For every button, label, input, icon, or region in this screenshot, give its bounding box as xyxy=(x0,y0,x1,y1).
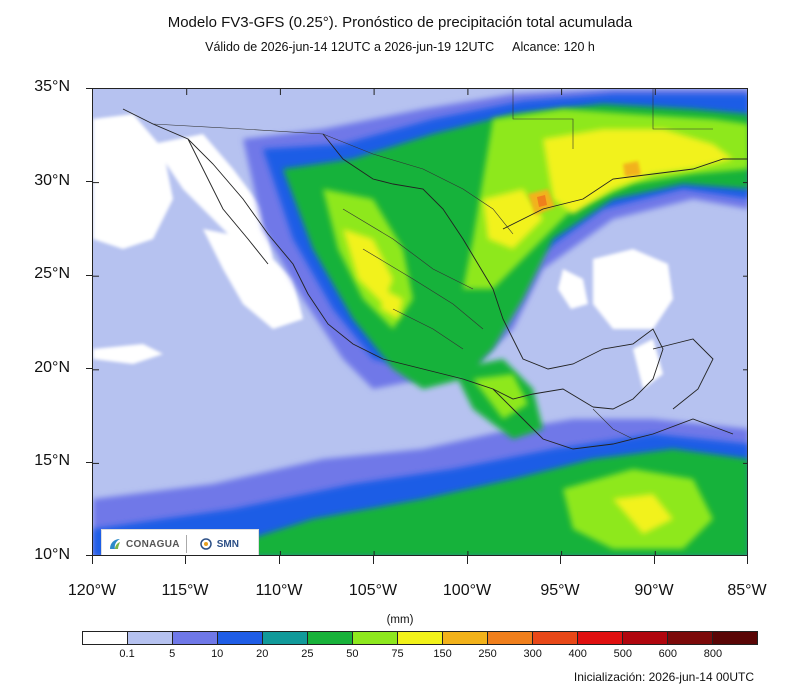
colorbar-swatch xyxy=(578,632,623,644)
tick xyxy=(86,88,92,89)
colorbar-label: 500 xyxy=(613,648,632,660)
lon-label-100w: 100°W xyxy=(442,582,492,599)
coastlines xyxy=(122,108,747,450)
colorbar-label: 300 xyxy=(523,648,542,660)
smn-logo-text: SMN xyxy=(216,538,239,550)
tick xyxy=(86,462,92,463)
colorbar-swatch xyxy=(398,632,443,644)
lat-label-20: 20°N xyxy=(34,359,70,376)
colorbar-swatch xyxy=(173,632,218,644)
colorbar-label: 20 xyxy=(256,648,269,660)
colorbar-units: (mm) xyxy=(386,614,414,626)
lon-label-115w: 115°W xyxy=(161,582,209,599)
map-subtitle: Válido de 2026-jun-14 12UTC a 2026-jun-1… xyxy=(0,40,800,54)
colorbar-label: 50 xyxy=(346,648,359,660)
lat-label-35: 35°N xyxy=(34,78,70,95)
lon-label-95w: 95°W xyxy=(540,582,580,599)
colorbar-swatch xyxy=(443,632,488,644)
colorbar-swatch xyxy=(623,632,668,644)
colorbar-label: 400 xyxy=(568,648,587,660)
tick xyxy=(279,556,280,564)
forecast-range: Alcance: 120 h xyxy=(512,40,595,54)
lon-label-90w: 90°W xyxy=(634,582,674,599)
borders xyxy=(152,89,713,440)
tick xyxy=(467,556,468,564)
colorbar-swatch xyxy=(128,632,173,644)
colorbar-swatch xyxy=(263,632,308,644)
lon-label-110w: 110°W xyxy=(255,582,303,599)
precipitation-map[interactable]: CONAGUA SMN xyxy=(92,88,748,556)
initialization-time: Inicialización: 2026-jun-14 00UTC xyxy=(573,670,754,684)
lon-label-105w: 105°W xyxy=(348,582,398,599)
lon-label-85w: 85°W xyxy=(727,582,767,599)
colorbar-swatch xyxy=(308,632,353,644)
colorbar-label: 800 xyxy=(703,648,723,660)
colorbar-label: 5 xyxy=(169,648,176,660)
colorbar-label: 25 xyxy=(301,648,314,660)
tick xyxy=(747,556,748,564)
tick xyxy=(86,368,92,369)
conagua-logo-text: CONAGUA xyxy=(126,538,180,550)
smn-logo-icon xyxy=(200,538,212,550)
colorbar xyxy=(82,631,758,645)
lat-label-15: 15°N xyxy=(34,452,70,469)
colorbar-label: 250 xyxy=(478,648,497,660)
colorbar-label: 75 xyxy=(391,648,404,660)
tick xyxy=(560,556,561,564)
colorbar-swatch xyxy=(533,632,578,644)
colorbar-swatch xyxy=(218,632,263,644)
lon-label-120w: 120°W xyxy=(67,582,117,599)
valid-period: Válido de 2026-jun-14 12UTC a 2026-jun-1… xyxy=(205,40,495,54)
colorbar-label: 0.1 xyxy=(119,648,135,660)
tick xyxy=(373,556,374,564)
colorbar-swatch xyxy=(488,632,533,644)
colorbar-swatch xyxy=(353,632,398,644)
lat-label-25: 25°N xyxy=(34,265,70,282)
lat-label-30: 30°N xyxy=(34,172,70,189)
colorbar-label: 150 xyxy=(433,648,452,660)
tick xyxy=(654,556,655,564)
colorbar-swatch xyxy=(713,632,757,644)
map-title: Modelo FV3-GFS (0.25°). Pronóstico de pr… xyxy=(167,14,633,31)
tick xyxy=(185,556,186,564)
lat-label-10: 10°N xyxy=(34,546,70,563)
colorbar-swatch xyxy=(83,632,128,644)
map-svg xyxy=(93,89,747,555)
colorbar-label: 600 xyxy=(658,648,678,660)
agency-logos: CONAGUA SMN xyxy=(101,529,259,555)
tick xyxy=(86,275,92,276)
colorbar-label: 10 xyxy=(211,648,224,660)
tick xyxy=(92,556,93,564)
tick xyxy=(86,555,92,556)
colorbar-swatch xyxy=(668,632,713,644)
precip-250-300 xyxy=(537,195,547,207)
conagua-logo-icon xyxy=(110,539,120,549)
tick xyxy=(86,181,92,182)
